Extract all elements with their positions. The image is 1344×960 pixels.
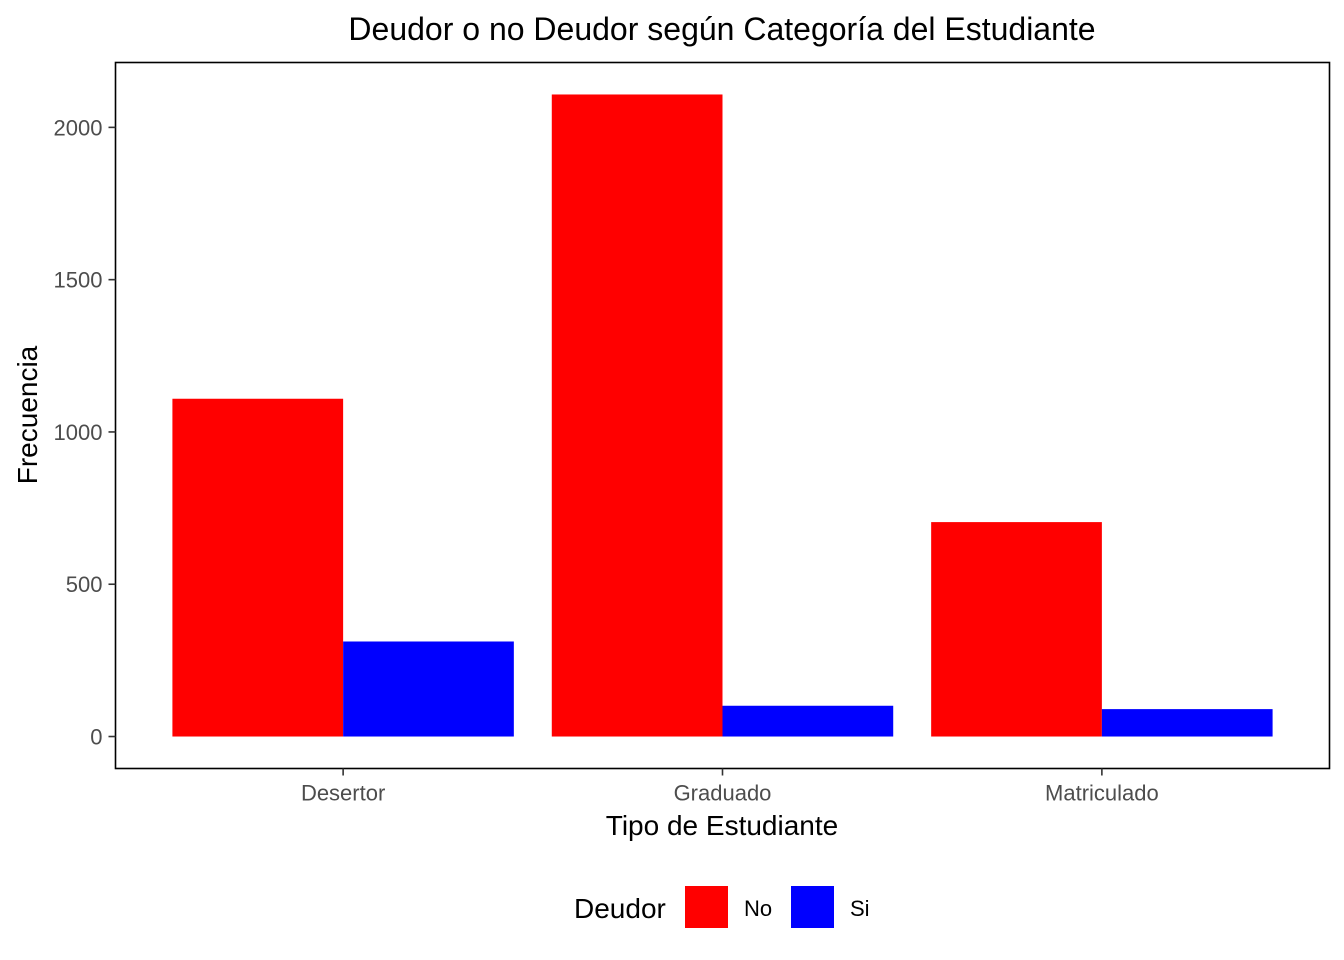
bar-graduado-no [551, 94, 723, 737]
bar-matriculado-si [1101, 709, 1273, 737]
y-tick-label: 1000 [54, 420, 103, 445]
legend-label-no: No [744, 896, 772, 921]
legend-key-si [791, 886, 834, 928]
y-tick-label: 0 [90, 725, 102, 750]
legend-title: Deudor [574, 893, 666, 924]
y-tick-label: 500 [66, 572, 103, 597]
y-tick-label: 2000 [54, 115, 103, 140]
bar-graduado-si [722, 705, 894, 737]
x-tick-label: Matriculado [1045, 781, 1159, 806]
legend-key-no [685, 886, 728, 928]
x-tick-label: Graduado [674, 781, 772, 806]
x-axis: Desertor Graduado Matriculado [301, 768, 1159, 806]
bar-matriculado-no [931, 522, 1102, 737]
y-tick-label: 1500 [54, 268, 103, 293]
bars-group [172, 94, 1273, 737]
x-axis-title: Tipo de Estudiante [606, 810, 838, 841]
chart-title: Deudor o no Deudor según Categoría del E… [348, 11, 1095, 47]
bar-desertor-si [343, 641, 514, 737]
legend-label-si: Si [850, 896, 870, 921]
x-tick-label: Desertor [301, 781, 385, 806]
y-axis-title: Frecuencia [12, 345, 43, 484]
y-axis: 0 500 1000 1500 2000 [54, 115, 116, 750]
bar-desertor-no [172, 398, 344, 737]
legend: Deudor No Si [574, 886, 870, 928]
